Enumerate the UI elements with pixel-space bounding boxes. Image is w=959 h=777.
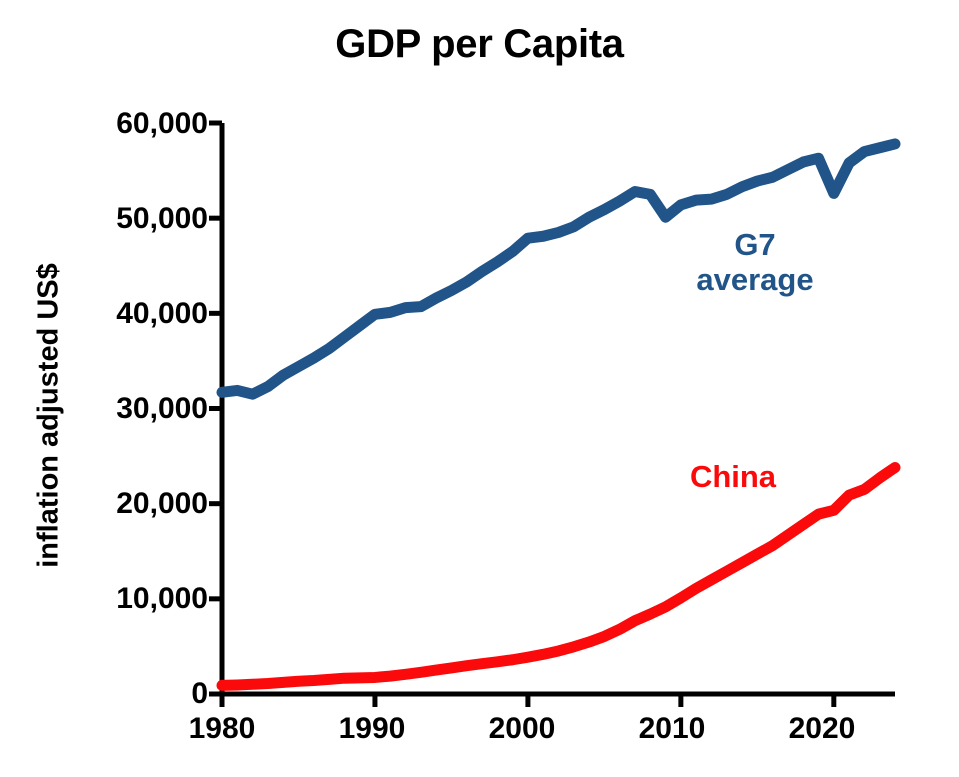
x-tick-label-2020: 2020	[788, 712, 856, 745]
series-label-g7-average: G7 average	[696, 227, 814, 297]
x-tick-label-1980: 1980	[188, 712, 256, 745]
y-tick-label-30000: 30,000	[116, 392, 208, 425]
series-label-china: China	[689, 459, 777, 494]
y-axis-tick-labels: 60,000 50,000 40,000 30,000 20,000 10,00…	[0, 0, 208, 777]
x-tick-label-1990: 1990	[338, 712, 406, 745]
y-tick-label-20000: 20,000	[116, 487, 208, 520]
series-line-china	[216, 462, 901, 691]
y-tick-label-0: 0	[191, 677, 208, 710]
y-tick-label-40000: 40,000	[116, 297, 208, 330]
axes	[209, 120, 895, 707]
y-tick-label-60000: 60,000	[116, 107, 208, 140]
y-axis-ticks	[209, 120, 222, 697]
data-series-group	[216, 138, 901, 691]
x-axis-ticks	[219, 694, 837, 707]
y-tick-label-10000: 10,000	[116, 582, 208, 615]
series-line-g7-average	[216, 138, 901, 400]
x-tick-label-2010: 2010	[638, 712, 706, 745]
chart-title: GDP per Capita	[335, 22, 624, 66]
x-tick-label-2000: 2000	[488, 712, 556, 745]
y-tick-label-50000: 50,000	[116, 202, 208, 235]
